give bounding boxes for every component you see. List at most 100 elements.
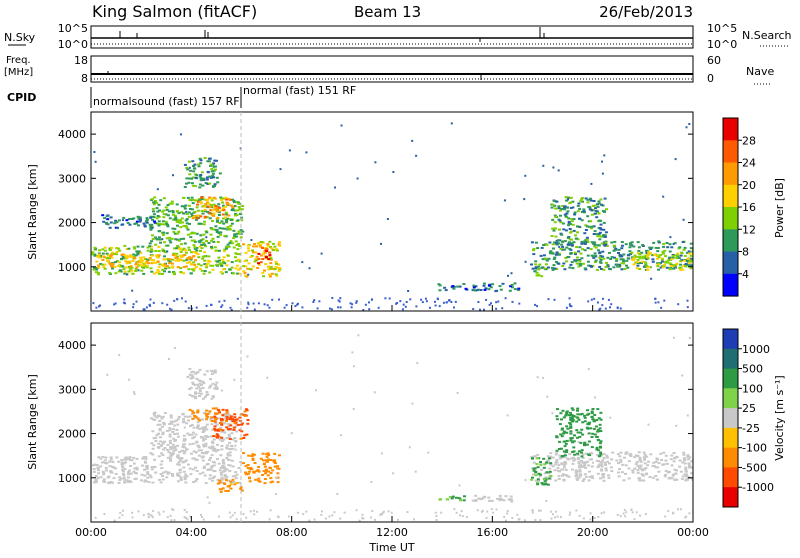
radar-cell	[487, 499, 491, 502]
radar-cell	[114, 467, 117, 470]
radar-cell	[171, 443, 175, 446]
radar-cell	[566, 196, 570, 199]
radar-cell	[685, 475, 689, 478]
radar-cell	[199, 513, 202, 516]
radar-cell	[178, 451, 181, 454]
radar-cell	[585, 238, 589, 241]
radar-cell	[536, 483, 540, 486]
radar-cell	[599, 411, 603, 414]
radar-cell	[93, 463, 97, 466]
radar-cell	[202, 518, 205, 521]
freq-panel-frame	[90, 55, 694, 83]
radar-cell	[461, 515, 464, 518]
radar-cell	[230, 261, 234, 264]
radar-cell	[594, 259, 598, 262]
radar-cell	[119, 265, 123, 268]
radar-cell	[490, 302, 492, 305]
radar-cell	[643, 261, 647, 264]
radar-cell	[243, 260, 247, 263]
radar-cell	[153, 222, 157, 224]
radar-cell	[257, 470, 261, 473]
radar-cell	[269, 246, 272, 248]
radar-cell	[490, 499, 494, 502]
radar-cell	[97, 266, 101, 269]
radar-cell	[654, 297, 657, 300]
radar-cell	[244, 251, 248, 254]
radar-cell	[539, 509, 542, 512]
radar-cell	[247, 244, 250, 247]
radar-cell	[599, 228, 603, 231]
radar-cell	[594, 246, 598, 249]
radar-cell	[662, 451, 666, 454]
radar-cell	[575, 509, 578, 512]
radar-cell	[268, 254, 272, 257]
radar-cell	[587, 464, 591, 467]
radar-cell	[509, 495, 513, 498]
radar-cell	[199, 179, 203, 182]
radar-cell	[209, 227, 213, 230]
radar-cell	[220, 440, 224, 442]
radar-cell	[561, 248, 565, 251]
radar-cell	[654, 466, 658, 469]
radar-cell	[576, 413, 580, 416]
radar-cell	[273, 465, 277, 468]
radar-cell	[183, 478, 187, 481]
radar-cell	[253, 513, 256, 516]
radar-cell	[554, 215, 558, 218]
radar-cell	[263, 269, 266, 272]
radar-cell	[408, 446, 411, 449]
radar-cell	[655, 457, 659, 460]
radar-cell	[148, 303, 151, 306]
radar-cell	[666, 471, 670, 474]
radar-cell	[476, 509, 479, 512]
radar-cell	[114, 219, 118, 222]
radar-cell	[176, 444, 180, 447]
radar-cell	[612, 266, 616, 269]
radar-cell	[210, 247, 214, 250]
radar-cell	[230, 242, 234, 245]
freq-label: Freq.	[6, 55, 31, 66]
radar-cell	[197, 198, 201, 201]
radar-cell	[552, 166, 555, 169]
radar-cell	[276, 477, 278, 480]
colorbar-tick-label: 4	[742, 268, 749, 281]
radar-cell	[196, 417, 200, 420]
radar-cell	[226, 259, 230, 262]
radar-cell	[517, 518, 520, 521]
radar-cell	[131, 459, 134, 462]
radar-cell	[184, 265, 188, 268]
radar-cell	[119, 270, 123, 273]
radar-cell	[647, 460, 650, 463]
radar-cell	[92, 470, 96, 473]
radar-cell	[568, 513, 571, 516]
radar-cell	[149, 452, 153, 455]
radar-cell	[576, 256, 579, 259]
radar-cell	[202, 382, 206, 385]
radar-cell	[590, 227, 593, 230]
radar-cell	[206, 462, 210, 465]
radar-cell	[220, 476, 224, 479]
range-tick-label: 2000	[58, 217, 86, 230]
radar-cell	[619, 451, 623, 454]
radar-cell	[235, 473, 239, 476]
radar-cell	[596, 449, 600, 452]
radar-cell	[191, 202, 195, 205]
radar-cell	[577, 250, 581, 253]
radar-cell	[188, 388, 192, 390]
radar-cell	[127, 266, 131, 269]
radar-cell	[233, 511, 236, 514]
radar-cell	[149, 298, 152, 301]
radar-cell	[242, 452, 245, 455]
radar-cell	[184, 300, 187, 303]
radar-cell	[662, 245, 665, 248]
radar-cell	[619, 461, 623, 464]
radar-cell	[190, 433, 194, 436]
radar-cell	[337, 306, 340, 309]
radar-cell	[273, 462, 277, 465]
radar-cell	[243, 414, 247, 417]
radar-cell	[562, 464, 566, 466]
radar-cell	[105, 469, 108, 472]
radar-cell	[334, 186, 336, 189]
radar-cell	[113, 303, 116, 306]
radar-cell	[257, 257, 261, 260]
